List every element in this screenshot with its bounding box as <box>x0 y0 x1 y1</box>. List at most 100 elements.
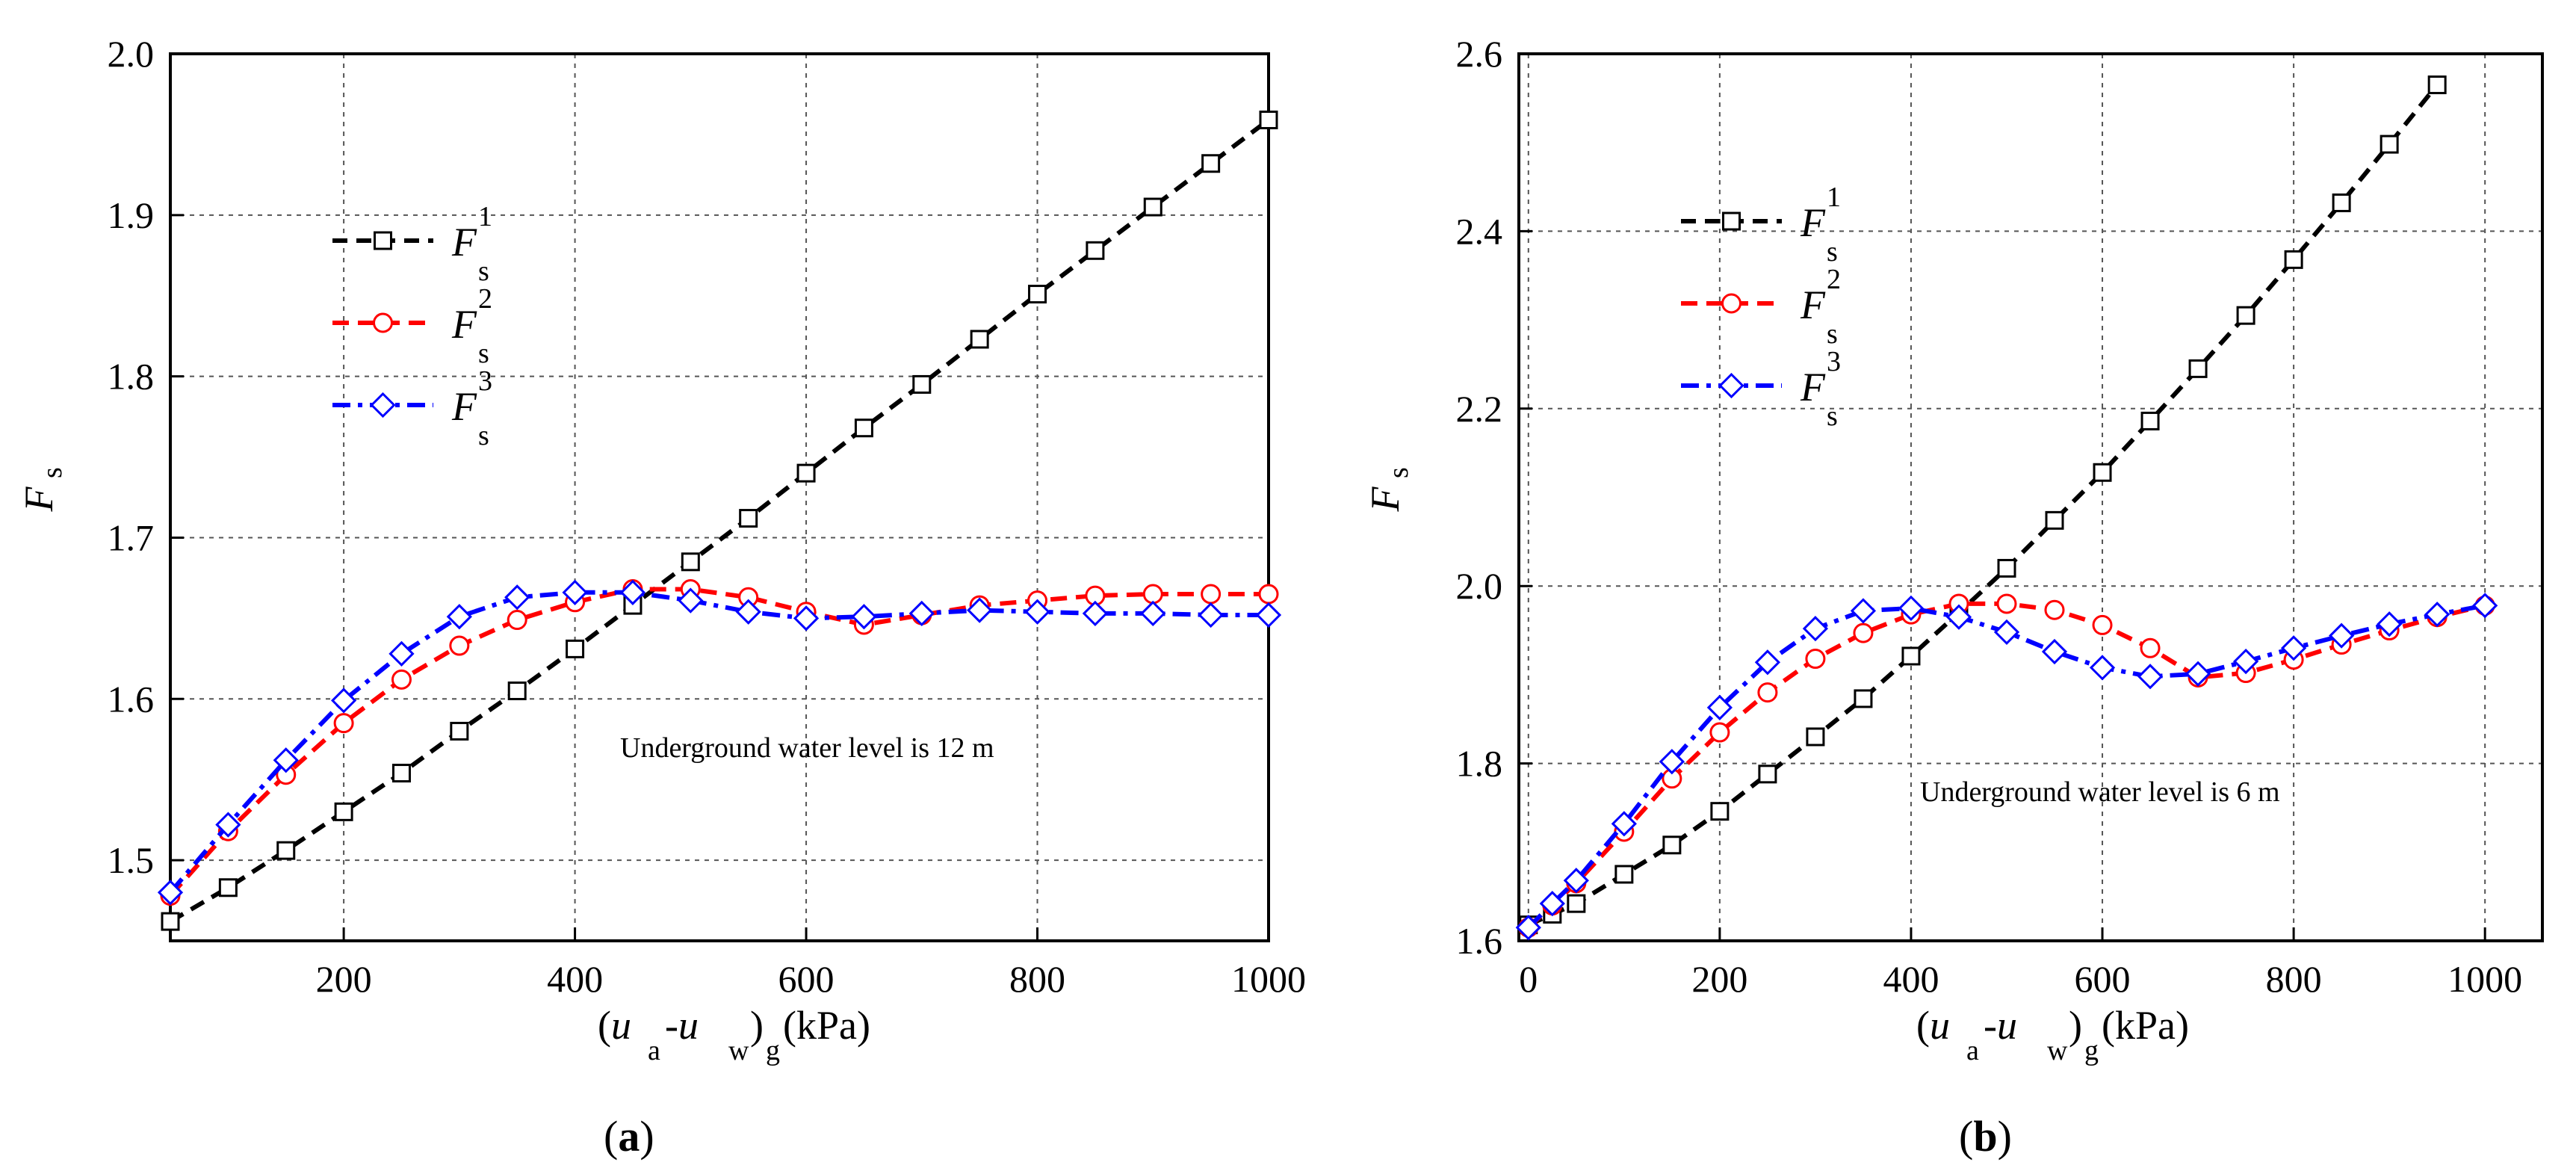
data-point-a-3-14 <box>967 597 993 623</box>
data-point-a-3-11 <box>793 605 820 631</box>
x-tick-label-b-0: 0 <box>1519 958 1538 1000</box>
data-point-a-3-3 <box>330 688 357 714</box>
data-point-a-2-4 <box>391 669 412 690</box>
data-point-b-2-6 <box>1757 682 1778 703</box>
y-tick-label-a-5: 2.0 <box>108 33 155 75</box>
x-tick-label-a-0: 200 <box>316 958 372 1000</box>
svg-text:): ) <box>2069 1003 2082 1048</box>
svg-text:F: F <box>16 486 61 513</box>
legend-symbol-a-2 <box>373 312 393 333</box>
svg-text:-u: -u <box>1984 1003 2017 1048</box>
data-point-b-3-7 <box>1802 616 1829 642</box>
data-point-b-3-18 <box>2329 622 2355 649</box>
legend-sub-b-3: s <box>1827 401 1838 432</box>
data-point-a-1-0 <box>161 912 180 931</box>
data-point-b-1-8 <box>1854 689 1873 708</box>
data-point-b-1-15 <box>2188 359 2208 378</box>
data-point-a-1-1 <box>218 878 238 897</box>
data-point-a-3-4 <box>388 640 415 667</box>
svg-text:(u: (u <box>598 1003 631 1048</box>
legend-sub-a-3: s <box>478 420 489 451</box>
data-point-a-1-13 <box>912 374 932 394</box>
data-point-a-1-9 <box>681 552 700 572</box>
series-a <box>157 110 1282 931</box>
svg-text:s: s <box>37 467 68 478</box>
x-tick-label-a-2: 600 <box>778 958 835 1000</box>
data-point-a-1-6 <box>507 681 527 700</box>
data-point-b-3-5 <box>1706 694 1733 720</box>
legend-sup-a-1: 1 <box>478 201 492 232</box>
data-point-a-3-7 <box>562 579 588 605</box>
svg-text:(kPa): (kPa) <box>2102 1003 2189 1048</box>
data-point-a-1-3 <box>334 802 353 821</box>
legend-marker-b-1 <box>1722 211 1741 231</box>
data-point-b-1-12 <box>2045 510 2064 530</box>
legend-symbol-b-3 <box>1718 372 1744 399</box>
svg-text:w: w <box>2047 1035 2068 1066</box>
data-point-a-3-9 <box>678 587 704 614</box>
svg-text:a: a <box>1966 1035 1979 1066</box>
svg-text:(a): (a) <box>604 1112 654 1161</box>
data-point-a-3-12 <box>851 604 877 630</box>
data-point-a-3-16 <box>1082 600 1109 627</box>
data-point-a-3-13 <box>908 600 935 627</box>
data-point-a-1-2 <box>276 841 296 860</box>
legend-entry-b-3: F 3 s <box>1681 346 1841 432</box>
data-point-a-1-14 <box>970 330 989 349</box>
panel-label-b: (b) <box>1959 1112 2012 1161</box>
data-point-b-3-0 <box>1515 915 1541 941</box>
legend-marker-a-3 <box>370 392 396 418</box>
legend-entry-a-1: F 1 s <box>332 201 492 287</box>
data-point-a-1-7 <box>566 639 585 658</box>
data-point-b-3-10 <box>1945 604 1972 630</box>
legend-sub-a-1: s <box>478 256 489 287</box>
legend-sup-a-3: 3 <box>478 365 492 397</box>
legend-entry-a-3: F 3 s <box>332 365 492 451</box>
data-point-a-2-5 <box>449 635 470 656</box>
y-tick-label-b-2: 2.0 <box>1456 565 1503 607</box>
data-point-a-3-6 <box>504 584 530 611</box>
y-tick-label-a-1: 1.6 <box>108 678 155 720</box>
x-tick-label-b-2: 400 <box>1883 958 1939 1000</box>
x-tick-label-b-1: 200 <box>1691 958 1747 1000</box>
data-point-b-3-20 <box>2424 602 2450 628</box>
data-point-b-1-9 <box>1901 646 1921 666</box>
legend-symbol-b-2 <box>1721 293 1741 314</box>
x-tick-label-b-4: 800 <box>2266 958 2322 1000</box>
series-b <box>1515 75 2498 941</box>
data-point-a-2-17 <box>1142 584 1163 605</box>
data-point-a-1-16 <box>1086 241 1105 260</box>
series-line-b-2 <box>1526 601 2486 930</box>
legend-symbol-a-1 <box>374 231 392 250</box>
legend-marker-b-2 <box>1721 293 1741 314</box>
data-point-b-2-7 <box>1805 649 1826 670</box>
data-point-a-1-15 <box>1028 285 1047 304</box>
data-point-a-2-3 <box>333 713 354 734</box>
data-point-b-2-12 <box>2044 599 2065 620</box>
ticks-b: 0 200 400 600 800 1000 1.6 1.8 2.0 2.2 2.4 2.6 <box>1456 33 2523 1000</box>
data-point-b-1-16 <box>2236 306 2255 325</box>
data-point-b-3-6 <box>1754 649 1781 676</box>
series-line-a-1 <box>169 118 1270 924</box>
x-axis-title-a: (u a -u w ) g (kPa) <box>598 1003 870 1066</box>
data-point-a-3-8 <box>619 579 646 605</box>
panel-label-a: (a) <box>604 1112 654 1161</box>
data-point-b-3-9 <box>1898 595 1925 621</box>
svg-text:g: g <box>766 1035 780 1066</box>
data-point-b-3-3 <box>1611 811 1637 837</box>
legend-label-a-3: F <box>451 384 477 429</box>
y-tick-label-b-3: 2.2 <box>1456 388 1503 430</box>
data-point-a-3-15 <box>1024 599 1050 625</box>
x-tick-label-b-5: 1000 <box>2447 958 2522 1000</box>
legend-entry-a-2: F 2 s <box>332 283 492 369</box>
svg-text:F: F <box>1363 486 1408 513</box>
legend-sub-b-2: s <box>1827 318 1838 350</box>
data-point-b-3-21 <box>2472 593 2498 619</box>
chart-panel-a: 200 400 600 800 1000 1.5 1.6 1.7 1.8 1.9 2.0 F 1 s… <box>16 33 1306 1161</box>
data-point-b-1-7 <box>1806 727 1825 747</box>
y-tick-label-a-3: 1.8 <box>108 356 155 398</box>
data-point-b-3-2 <box>1563 868 1589 894</box>
data-point-b-3-14 <box>2137 664 2164 690</box>
y-tick-label-b-4: 2.4 <box>1456 210 1503 252</box>
